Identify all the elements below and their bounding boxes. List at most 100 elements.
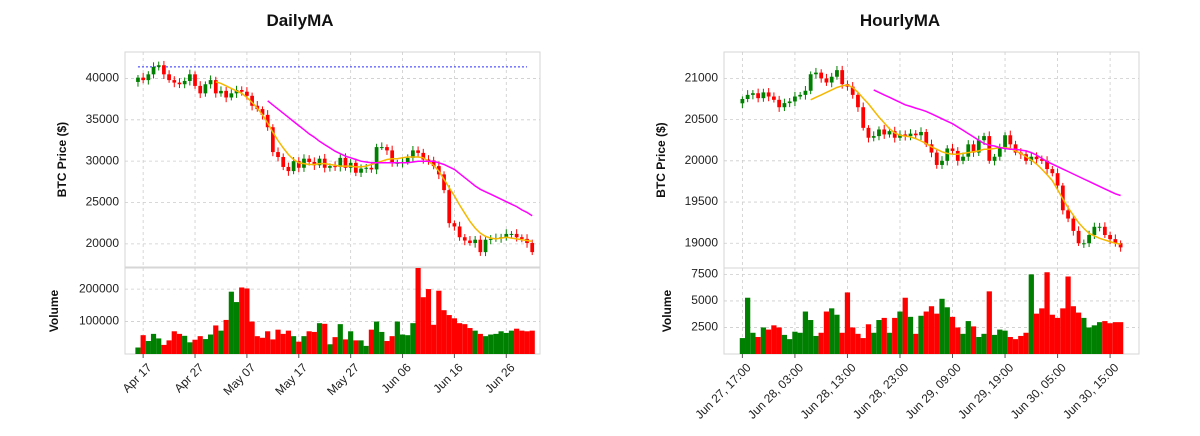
volume-bar [233,302,240,354]
candle-body [239,90,244,92]
candle-body [514,233,519,238]
moving-average-fast [810,84,1121,245]
candle-body [1087,235,1091,244]
candle-body [940,160,944,165]
volume-tick-label: 7500 [691,267,718,281]
candle-body [193,74,197,86]
volume-bar [1117,322,1124,354]
chart-title: DailyMA [266,11,333,30]
candle-body [929,144,934,153]
candle-body [903,134,908,137]
candle-body [260,109,265,115]
volume-bar [353,340,359,354]
candle-body [156,65,161,67]
volume-bar [265,331,271,354]
volume-bar [1065,276,1071,354]
volume-bar [379,331,385,354]
volume-bar [787,339,793,354]
volume-bar [813,335,819,354]
volume-bar [316,323,323,354]
volume-bar [441,310,447,354]
candle-body [187,74,192,81]
volume-bar [934,313,940,354]
volume-bar [997,329,1003,354]
volume-bar [907,316,914,354]
candle-body [887,131,892,135]
volume-bar [249,321,255,354]
candle-body [745,94,750,99]
chart-hourlyma: HourlyMA 19000 19500 20000 20500 21000 2500 500… [654,11,1140,422]
volume-bars [739,272,1124,354]
candle-body [835,70,839,77]
volume-bar [1002,330,1008,354]
volume-tick-label: 2500 [691,320,718,334]
x-tick-label: Apr 27 [171,360,206,395]
moving-average-slow [873,89,1121,197]
candle-body [1102,226,1107,236]
volume-bar [818,332,824,354]
volume-bar [285,330,291,354]
volume-bar [202,339,208,354]
candle-body [1071,218,1076,231]
volume-bar [1102,321,1108,354]
volume-bar [850,327,856,354]
volume-bar [1070,306,1076,354]
price-tick-label: 25000 [86,195,120,209]
volume-bar [928,306,935,354]
price-tick-labels: 20000 25000 30000 35000 40000 [86,71,120,250]
candle-body [850,86,855,95]
volume-bar [488,334,494,354]
volume-bar [374,321,380,354]
candle-body [982,136,986,141]
volume-bar [244,288,250,354]
volume-bar [161,344,167,354]
candle-body [519,237,524,239]
volume-bar [405,335,411,354]
volume-bar [829,308,835,354]
volume-bar [280,333,286,354]
volume-bar [462,324,468,354]
volume-bar [519,330,525,354]
volume-bar [876,320,882,354]
volume-bar [1112,322,1118,354]
candle-body [819,72,824,79]
price-panel [124,51,541,268]
volume-bar [965,321,971,354]
x-tick-label: Jun 06 [378,360,414,396]
volume-bar [410,323,416,354]
volume-bar [839,332,845,354]
candle-body [924,131,929,145]
candle-body [182,80,187,85]
price-tick-label: 30000 [86,153,120,167]
volume-bar [955,327,961,354]
candle-body [898,134,902,138]
candle-body [421,152,426,160]
volume-bar [902,297,908,354]
price-panel [723,51,1140,269]
candle-body [291,161,296,172]
volume-tick-label: 200000 [79,281,119,295]
volume-bar [218,330,224,354]
candle-body [224,90,229,98]
volume-bar [301,336,307,354]
volume-bar [970,326,977,354]
candle-body [442,174,446,191]
volume-bar [1081,317,1087,354]
volume-bar [1075,312,1082,354]
x-tick-labels: Apr 17 Apr 27 May 07 May 17 May 27 Jun 06 Jun … [120,354,518,398]
candle-body [992,156,997,161]
volume-bar [150,333,157,354]
candle-body [385,147,389,151]
volume-bar [923,311,929,354]
candle-body [766,92,771,97]
candle-body [364,167,369,169]
volume-bar [897,311,903,354]
candle-body [426,159,431,161]
price-tick-labels: 19000 19500 20000 20500 21000 [685,71,719,250]
volume-bar [239,287,245,354]
volume-bar [1049,314,1055,354]
volume-bar [451,318,457,354]
volume-bar [1028,274,1034,354]
candle-body [286,166,291,172]
candle-body [136,77,140,82]
